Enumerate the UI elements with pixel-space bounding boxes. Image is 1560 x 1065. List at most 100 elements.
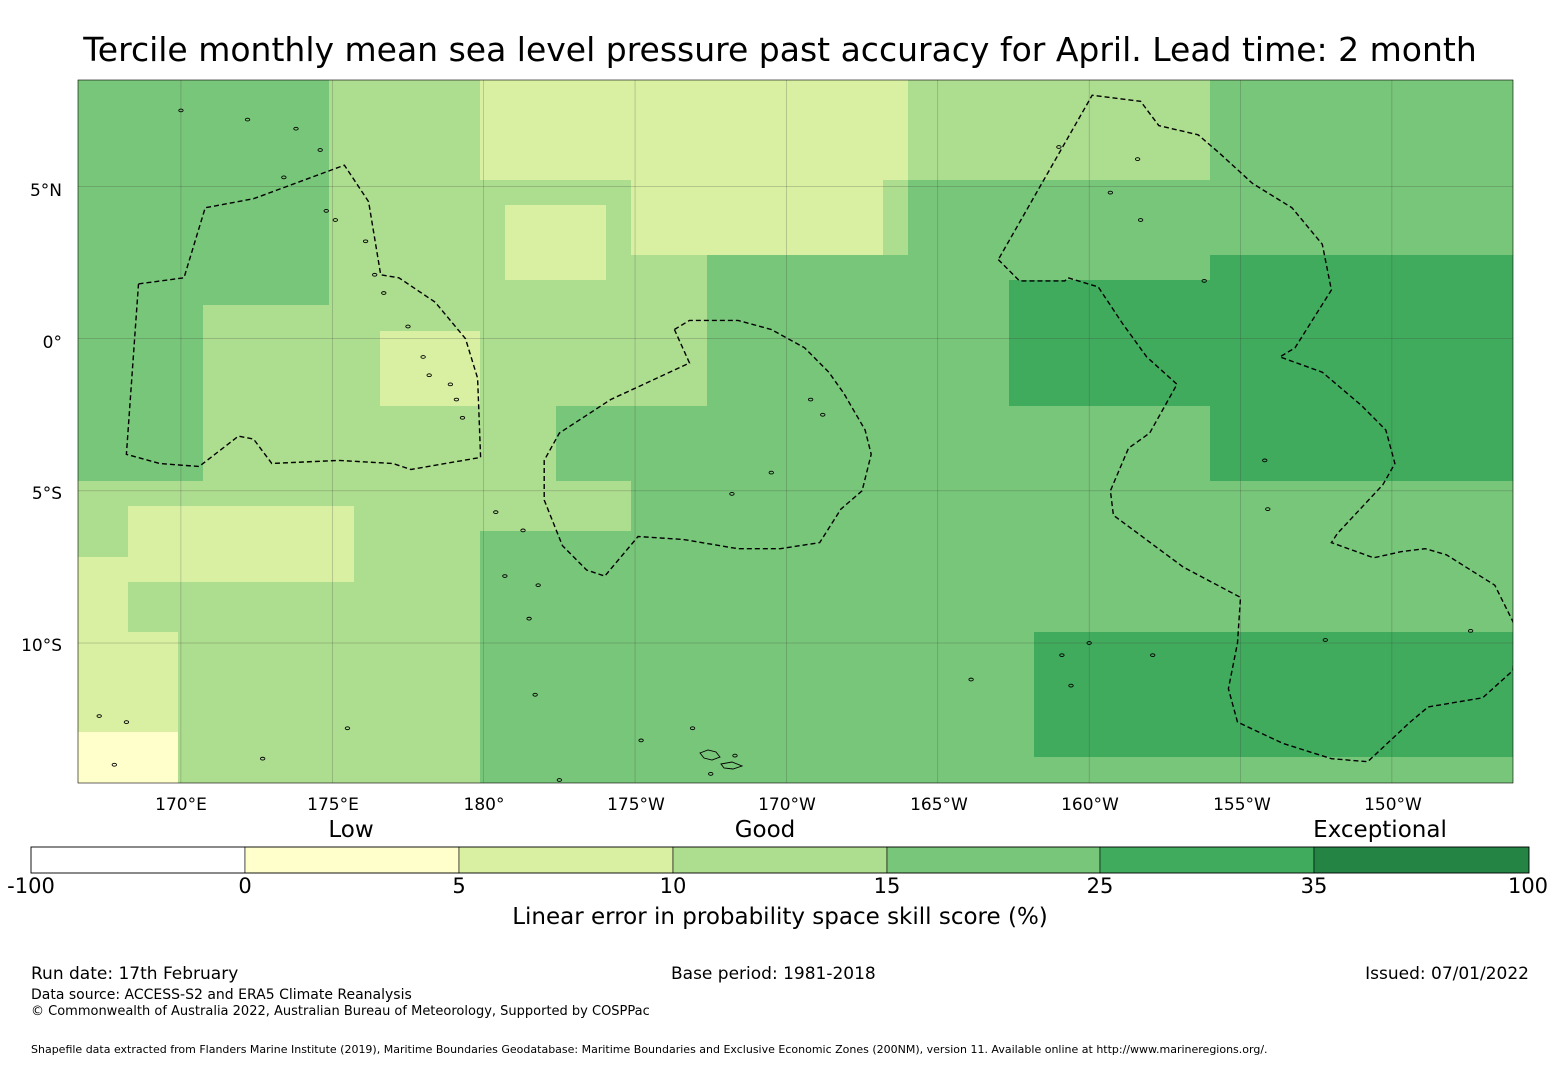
island-outline <box>708 772 714 776</box>
skill-cell <box>984 80 1010 106</box>
skill-cell <box>505 155 532 181</box>
skill-cell <box>933 381 960 407</box>
skill-cell <box>757 757 783 783</box>
skill-cell <box>1236 305 1262 332</box>
island-coastlines <box>96 108 1474 782</box>
island-outline <box>1056 145 1062 149</box>
skill-cell <box>1059 130 1086 156</box>
skill-cell <box>531 531 557 558</box>
skill-cell <box>1361 531 1388 558</box>
skill-cell <box>682 130 708 156</box>
skill-cell <box>203 230 230 256</box>
skill-cell <box>178 557 204 583</box>
skill-cell <box>1110 305 1136 332</box>
skill-cell <box>480 255 506 281</box>
skill-cell <box>455 105 481 131</box>
skill-cell <box>1487 531 1513 558</box>
skill-cell <box>430 481 456 507</box>
skill-cell <box>1059 757 1086 783</box>
skill-cell <box>505 230 532 256</box>
skill-cell <box>959 230 985 256</box>
skill-cell <box>455 707 481 733</box>
skill-cell <box>103 632 129 658</box>
skill-cell <box>657 406 683 432</box>
skill-cell <box>1311 456 1337 482</box>
colorbar-tick-neg100: -100 <box>7 874 55 898</box>
skill-cell <box>1210 381 1237 407</box>
lon-label-165w: 165°W <box>910 795 968 815</box>
skill-cell <box>153 531 179 558</box>
skill-cell <box>1412 557 1438 583</box>
skill-cell <box>1387 130 1413 156</box>
skill-cell <box>556 105 582 131</box>
skill-cell <box>380 406 406 432</box>
skill-cell <box>405 481 431 507</box>
skill-cell <box>707 331 733 357</box>
skill-cell <box>984 180 1010 206</box>
skill-cell <box>908 531 934 558</box>
skill-cell <box>657 557 683 583</box>
skill-cell <box>682 105 708 131</box>
skill-cell <box>732 155 758 181</box>
skill-cell <box>707 682 733 708</box>
skill-cell <box>128 557 154 583</box>
skill-cell <box>1437 557 1463 583</box>
skill-cell <box>430 557 456 583</box>
skill-cell <box>1059 682 1086 708</box>
skill-cell <box>757 155 783 181</box>
skill-cell <box>329 406 355 432</box>
skill-cell <box>858 607 884 633</box>
skill-cell <box>103 557 129 583</box>
skill-cell <box>833 280 859 306</box>
skill-cell <box>1009 280 1035 306</box>
skill-cell <box>707 707 733 733</box>
skill-cell <box>1487 255 1513 281</box>
skill-cell <box>1185 356 1211 382</box>
skill-cell <box>229 456 255 482</box>
skill-cell <box>153 632 179 658</box>
skill-cell <box>556 155 582 181</box>
skill-score-field <box>78 80 1513 783</box>
skill-cell <box>782 732 809 758</box>
skill-cell <box>1110 406 1136 432</box>
skill-cell <box>1462 305 1488 332</box>
skill-cell <box>203 180 230 206</box>
skill-cell <box>329 506 355 532</box>
skill-cell <box>682 80 708 106</box>
skill-cell <box>631 80 658 106</box>
skill-cell <box>531 582 557 608</box>
skill-cell <box>254 456 280 482</box>
skill-cell <box>1110 80 1136 106</box>
copyright: © Commonwealth of Australia 2022, Austra… <box>31 1004 650 1019</box>
skill-cell <box>354 732 381 758</box>
skill-cell <box>405 255 431 281</box>
skill-cell <box>858 481 884 507</box>
colorbar-tick-5: 5 <box>452 874 466 898</box>
skill-cell <box>1210 757 1237 783</box>
skill-cell <box>1261 632 1287 658</box>
skill-cell <box>329 732 355 758</box>
skill-cell <box>103 757 129 783</box>
colorbar-segment <box>886 846 1101 874</box>
skill-cell <box>430 205 456 231</box>
skill-cell <box>808 657 834 683</box>
skill-cell <box>505 331 532 357</box>
skill-cell <box>1210 456 1237 482</box>
skill-cell <box>1361 356 1388 382</box>
skill-cell <box>531 757 557 783</box>
skill-cell <box>380 657 406 683</box>
skill-cell <box>782 506 809 532</box>
skill-cell <box>1387 682 1413 708</box>
skill-cell <box>908 757 934 783</box>
skill-cell <box>1110 230 1136 256</box>
skill-cell <box>178 531 204 558</box>
skill-cell <box>808 757 834 783</box>
skill-cell <box>1361 657 1388 683</box>
skill-cell <box>581 682 607 708</box>
skill-cell <box>153 506 179 532</box>
skill-cell <box>304 506 330 532</box>
skill-cell <box>78 205 104 231</box>
skill-cell <box>304 682 330 708</box>
skill-cell <box>405 682 431 708</box>
skill-cell <box>808 280 834 306</box>
